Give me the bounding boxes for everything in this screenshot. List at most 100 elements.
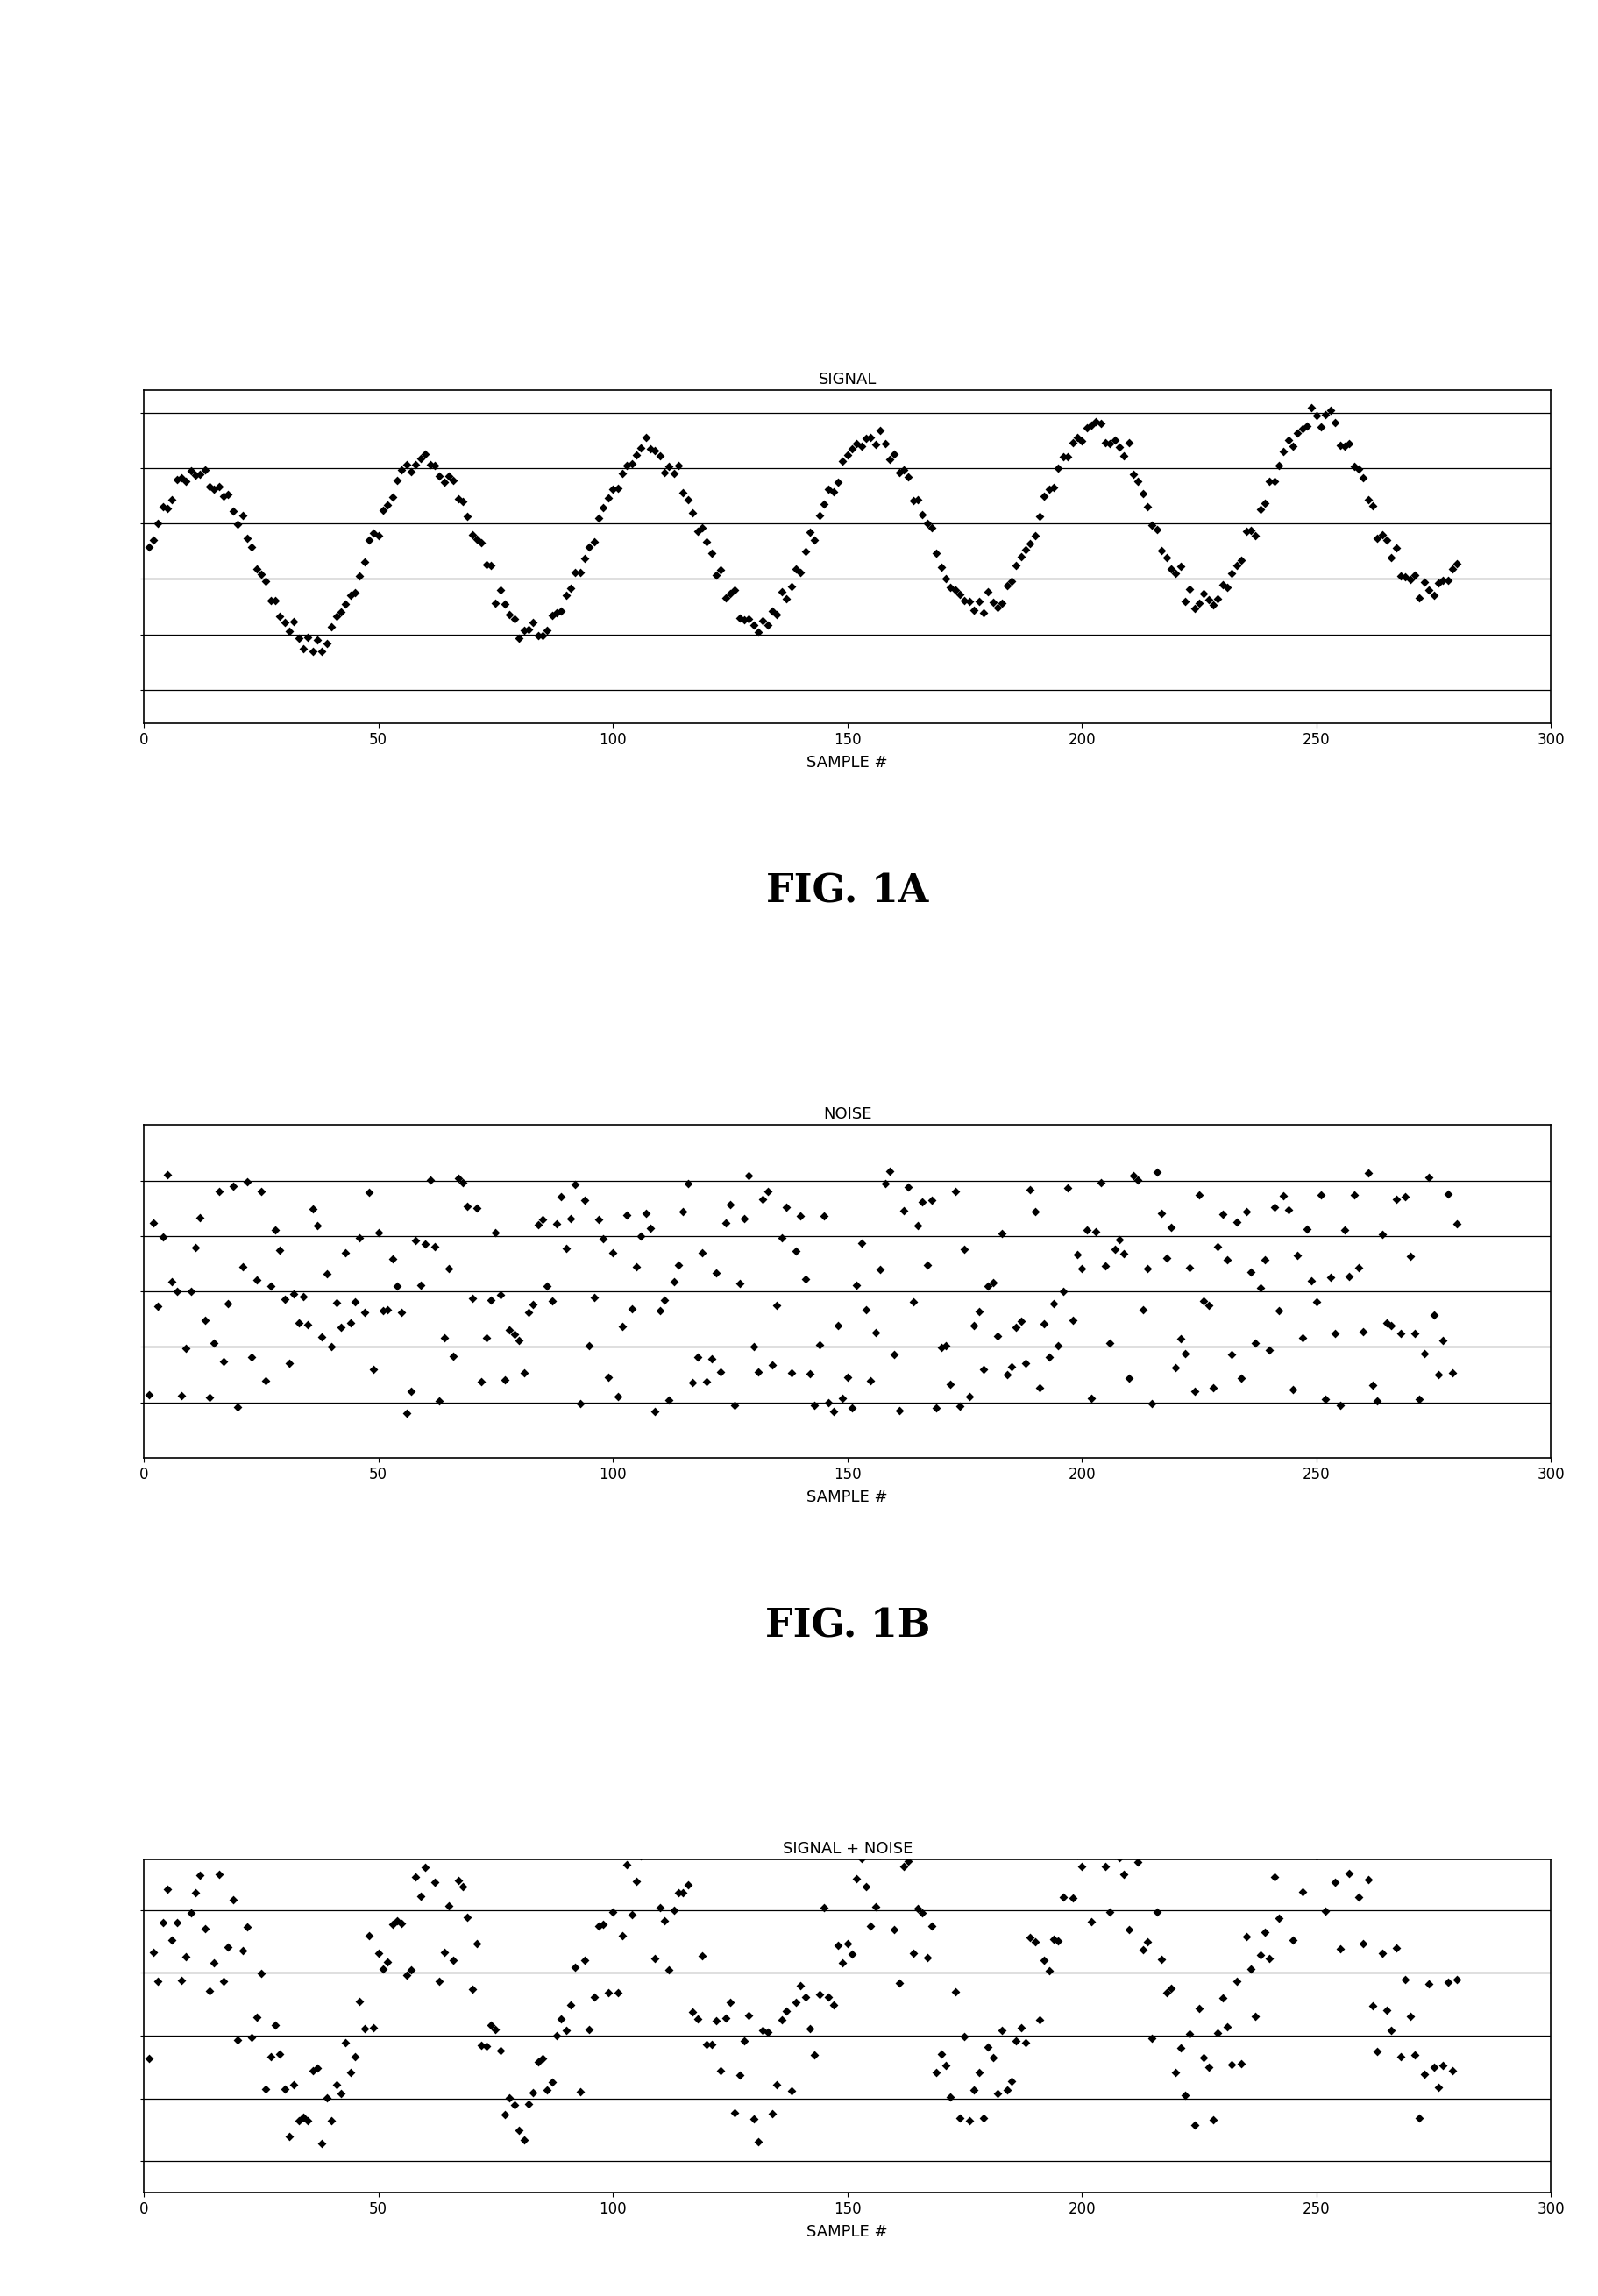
Point [1021, 1924, 1047, 1961]
Point [388, 452, 414, 489]
Point [783, 1984, 809, 2020]
Point [604, 1378, 630, 1414]
Point [524, 1205, 550, 1242]
Title: NOISE: NOISE [823, 1107, 871, 1123]
Point [853, 420, 879, 457]
Point [805, 1327, 831, 1364]
Point [749, 602, 775, 638]
Point [586, 1908, 612, 1945]
Point [740, 2101, 765, 2138]
Point [216, 475, 241, 512]
Point [417, 445, 443, 482]
Point [165, 1272, 190, 1309]
Point [454, 498, 479, 535]
Point [276, 1345, 302, 1382]
Point [1377, 1306, 1403, 1343]
Point [909, 496, 935, 533]
Point [1101, 422, 1127, 459]
Point [660, 1263, 686, 1300]
Point [900, 482, 925, 519]
Point [924, 535, 949, 572]
Point [441, 1339, 467, 1375]
Point [1079, 1903, 1104, 1940]
Point [1106, 429, 1131, 466]
Point [970, 1350, 996, 1387]
Point [946, 576, 972, 613]
Point [1270, 434, 1296, 471]
Point [1214, 569, 1240, 606]
Point [1045, 1327, 1071, 1364]
Point [1162, 2055, 1187, 2092]
Point [989, 585, 1015, 622]
Point [478, 2007, 503, 2043]
Point [1167, 549, 1192, 585]
Point [1149, 1196, 1175, 1233]
Point [468, 523, 494, 560]
Point [529, 1201, 555, 1238]
Point [941, 1173, 967, 1210]
Point [684, 514, 710, 551]
Point [1302, 397, 1328, 434]
Point [1290, 411, 1315, 448]
Point [323, 1286, 348, 1322]
Point [252, 563, 278, 599]
Point [980, 583, 1005, 620]
Point [1382, 528, 1408, 565]
Point [1350, 459, 1376, 496]
Point [1355, 482, 1381, 519]
Point [793, 1979, 818, 2016]
Point [965, 2055, 991, 2092]
Point [291, 629, 316, 666]
Point [262, 1212, 288, 1249]
Point [618, 445, 644, 482]
Point [618, 1290, 644, 1327]
Point [502, 2087, 527, 2124]
Point [590, 1219, 615, 1256]
Point [1302, 1283, 1328, 1320]
Point [323, 2066, 348, 2103]
Point [1270, 1178, 1296, 1215]
Point [1341, 1835, 1366, 1871]
Point [1157, 1970, 1183, 2007]
Point [984, 590, 1010, 627]
Point [511, 613, 537, 650]
Point [393, 445, 419, 482]
Point [407, 1267, 433, 1304]
Point [590, 489, 615, 526]
Point [1016, 1919, 1042, 1956]
Point [1401, 2037, 1427, 2073]
Point [914, 1940, 940, 1977]
Point [778, 1355, 804, 1391]
Point [1004, 2023, 1029, 2060]
Point [1373, 521, 1398, 558]
Point [230, 1931, 256, 1968]
Point [332, 2025, 358, 2062]
Point [858, 418, 884, 455]
Point [1350, 1313, 1376, 1350]
Point [558, 1201, 583, 1238]
Point [201, 1945, 227, 1981]
Point [516, 1295, 542, 1332]
Point [197, 1380, 222, 1417]
Point [1401, 1316, 1427, 1352]
Point [441, 1942, 467, 1979]
Point [599, 1894, 625, 1931]
Point [1040, 1286, 1066, 1322]
Point [599, 1235, 625, 1272]
Point [160, 482, 185, 519]
Point [1069, 1249, 1095, 1286]
Point [1355, 1155, 1381, 1192]
Point [679, 494, 705, 530]
Point [553, 576, 578, 613]
Point [1026, 2002, 1051, 2039]
Point [740, 1329, 765, 1366]
Point [1135, 489, 1160, 526]
Point [1074, 1212, 1099, 1249]
Title: SIGNAL + NOISE: SIGNAL + NOISE [781, 1841, 912, 1857]
Point [1387, 2039, 1413, 2076]
Point [614, 448, 639, 484]
Point [999, 2062, 1024, 2099]
Point [1055, 1821, 1080, 1857]
Point [689, 510, 714, 546]
Point [1171, 583, 1197, 620]
